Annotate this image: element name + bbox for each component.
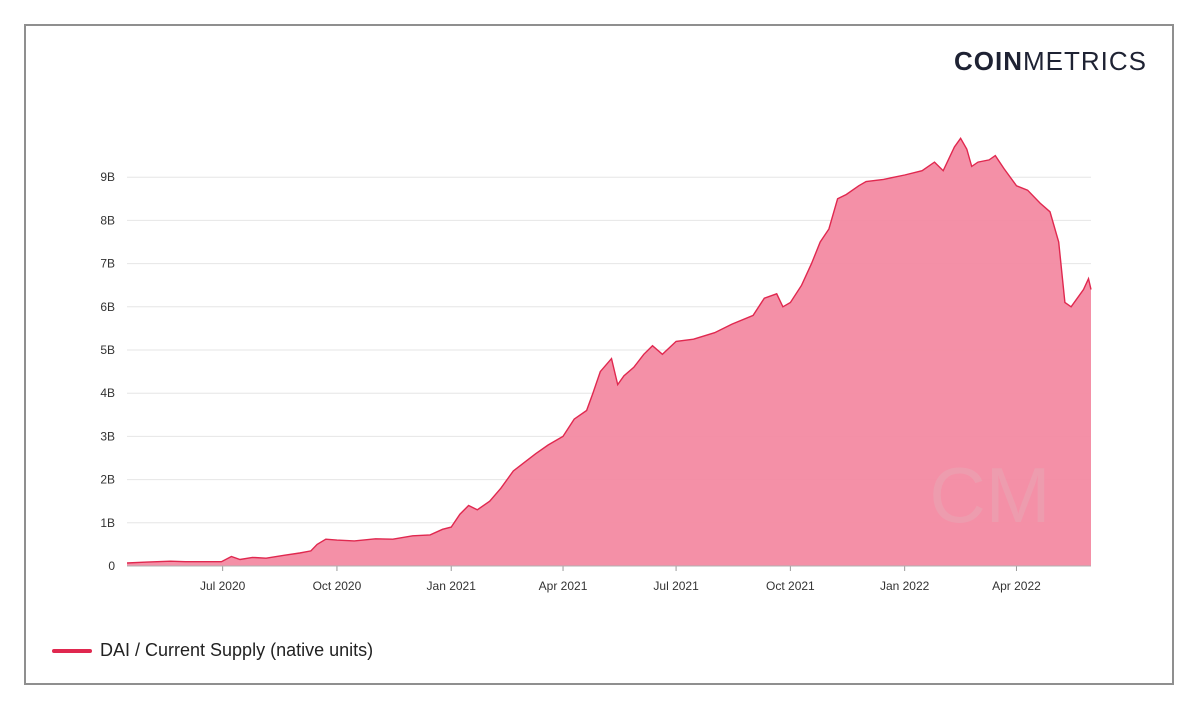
x-tick-label: Oct 2020	[313, 579, 362, 593]
logo-bold-text: COIN	[954, 46, 1023, 76]
y-tick-label: 6B	[100, 300, 115, 314]
y-tick-label: 2B	[100, 473, 115, 487]
x-tick-label: Jul 2020	[200, 579, 246, 593]
y-tick-label: 8B	[100, 213, 115, 227]
y-tick-label: 1B	[100, 516, 115, 530]
y-tick-label: 3B	[100, 429, 115, 443]
x-tick-label: Jul 2021	[653, 579, 699, 593]
area-layer	[126, 137, 1092, 567]
x-tick-label: Jan 2021	[427, 579, 477, 593]
y-tick-label: 0	[108, 559, 115, 573]
legend-swatch	[52, 648, 92, 653]
x-tick-label: Apr 2022	[992, 579, 1041, 593]
supply-area	[127, 138, 1091, 567]
legend-label: DAI / Current Supply (native units)	[100, 640, 374, 660]
watermark-layer: CM	[929, 451, 1050, 539]
supply-line	[126, 137, 1092, 564]
x-tick-label: Oct 2021	[766, 579, 815, 593]
y-tick-label: 5B	[100, 343, 115, 357]
logo-light-text: METRICS	[1023, 46, 1147, 76]
y-tick-label: 4B	[100, 386, 115, 400]
axis-layer: 0 1B 2B 3B 4B 5B 6B 7B 8B 9B Jul 2020 Oct 2020 Jan 2…	[100, 170, 1091, 593]
x-tick-label: Apr 2021	[539, 579, 588, 593]
cm-watermark: CM	[929, 451, 1050, 539]
coinmetrics-logo: COINMETRICS	[954, 46, 1147, 77]
chart-legend: DAI / Current Supply (native units)	[52, 640, 373, 661]
y-tick-label: 9B	[100, 170, 115, 184]
y-tick-label: 7B	[100, 257, 115, 271]
x-tick-label: Jan 2022	[880, 579, 930, 593]
